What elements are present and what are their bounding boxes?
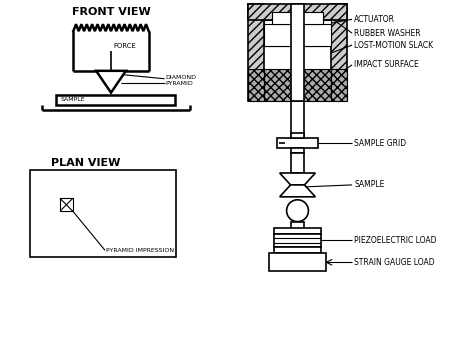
Bar bbox=[291, 153, 304, 173]
Polygon shape bbox=[96, 71, 126, 93]
Text: STRAIN GAUGE LOAD: STRAIN GAUGE LOAD bbox=[354, 258, 435, 267]
Bar bbox=[60, 198, 73, 211]
Text: IMPACT SURFACE: IMPACT SURFACE bbox=[354, 61, 419, 69]
Bar bbox=[291, 133, 304, 138]
Text: LOST-MOTION SLACK: LOST-MOTION SLACK bbox=[354, 40, 433, 49]
Bar bbox=[56, 95, 175, 104]
Text: PLAN VIEW: PLAN VIEW bbox=[52, 158, 121, 168]
Bar bbox=[272, 12, 323, 24]
Bar bbox=[273, 247, 321, 253]
Bar bbox=[331, 69, 347, 101]
Bar bbox=[264, 20, 331, 46]
Polygon shape bbox=[280, 185, 315, 197]
Bar bbox=[331, 5, 347, 101]
Polygon shape bbox=[280, 173, 315, 185]
Bar bbox=[264, 24, 331, 46]
Text: ACTUATOR: ACTUATOR bbox=[354, 15, 395, 24]
Bar bbox=[291, 101, 304, 143]
Bar bbox=[248, 5, 264, 101]
Text: FORCE: FORCE bbox=[113, 43, 136, 49]
Bar bbox=[291, 222, 304, 232]
Text: PYRAMID IMPRESSION: PYRAMID IMPRESSION bbox=[106, 248, 174, 253]
Circle shape bbox=[287, 200, 309, 222]
Text: DIAMOND
PYRAMID: DIAMOND PYRAMID bbox=[165, 76, 197, 86]
Bar bbox=[291, 148, 304, 153]
Bar bbox=[273, 228, 321, 234]
Text: RUBBER WASHER: RUBBER WASHER bbox=[354, 29, 421, 38]
Text: PIEZOELECTRIC LOAD: PIEZOELECTRIC LOAD bbox=[354, 236, 437, 245]
Text: SAMPLE: SAMPLE bbox=[354, 180, 384, 189]
Bar bbox=[248, 5, 347, 20]
Bar bbox=[277, 138, 319, 148]
Bar bbox=[30, 170, 176, 257]
Text: FRONT VIEW: FRONT VIEW bbox=[72, 7, 150, 17]
Bar bbox=[248, 69, 264, 101]
Bar bbox=[264, 69, 331, 101]
Text: SAMPLE GRID: SAMPLE GRID bbox=[354, 139, 406, 148]
Bar bbox=[291, 5, 304, 101]
Bar bbox=[269, 253, 326, 271]
Text: SAMPLE: SAMPLE bbox=[60, 97, 85, 102]
Bar bbox=[273, 234, 321, 247]
